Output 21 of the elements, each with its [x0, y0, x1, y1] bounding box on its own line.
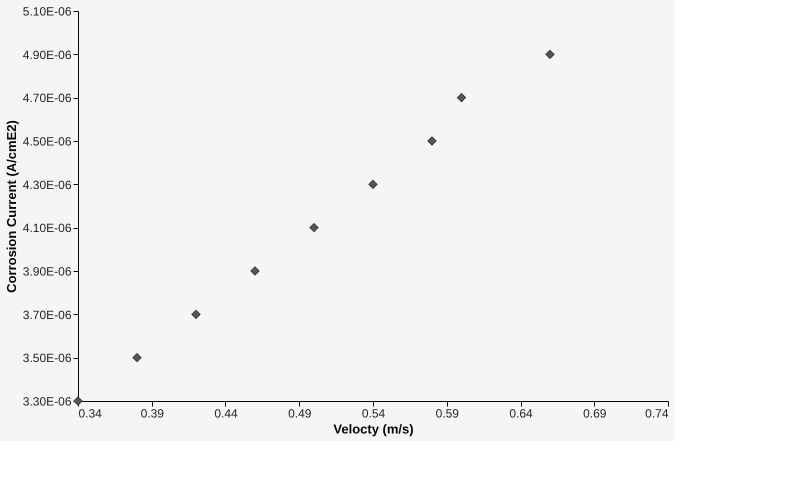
- x-tick-label: 0.69: [583, 406, 607, 420]
- x-tick-label: 0.59: [436, 406, 460, 420]
- x-tick-label: 0.64: [509, 406, 533, 420]
- y-tick-label: 3.30E-06: [22, 394, 72, 408]
- y-tick-label: 3.70E-06: [22, 308, 72, 322]
- x-tick-label: 0.34: [78, 406, 102, 420]
- y-tick-label: 4.70E-06: [22, 91, 72, 106]
- y-tick-label: 4.50E-06: [22, 134, 72, 148]
- x-tick-label: 0.74: [645, 406, 669, 420]
- y-axis-title: Corrosion Current (A/cmE2): [4, 120, 19, 293]
- x-tick-label: 0.44: [214, 406, 238, 420]
- y-tick-label: 4.90E-06: [22, 48, 72, 62]
- x-tick-label: 0.39: [140, 406, 164, 420]
- y-tick-label: 4.30E-06: [22, 178, 72, 192]
- x-axis-title: Velocty (m/s): [333, 422, 414, 436]
- y-tick-label: 3.90E-06: [22, 264, 72, 278]
- y-tick-label: 4.10E-06: [22, 221, 72, 236]
- y-tick-label: 5.10E-06: [22, 4, 72, 18]
- y-tick-label: 3.50E-06: [22, 351, 72, 366]
- x-tick-label: 0.49: [288, 406, 312, 420]
- x-tick-label: 0.54: [362, 406, 386, 420]
